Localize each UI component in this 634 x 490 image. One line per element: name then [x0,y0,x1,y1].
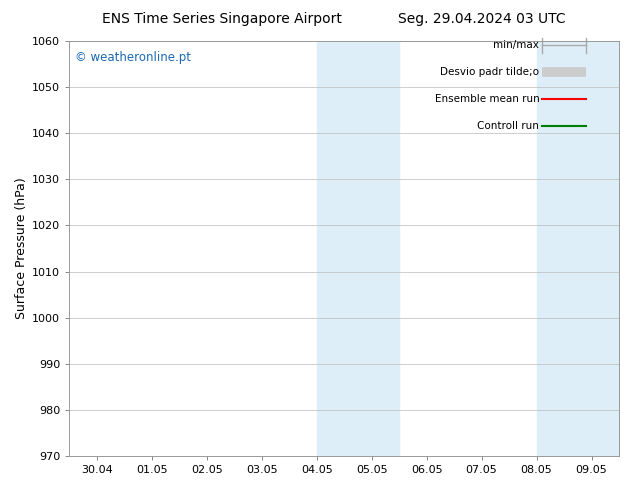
Text: Seg. 29.04.2024 03 UTC: Seg. 29.04.2024 03 UTC [398,12,566,26]
Text: Desvio padr tilde;o: Desvio padr tilde;o [440,67,540,77]
Text: Ensemble mean run: Ensemble mean run [434,94,540,104]
Text: min/max: min/max [493,40,540,50]
Bar [316,41,399,456]
Y-axis label: Surface Pressure (hPa): Surface Pressure (hPa) [15,178,28,319]
Bar [536,41,619,456]
Text: © weatheronline.pt: © weatheronline.pt [75,51,191,64]
Text: ENS Time Series Singapore Airport: ENS Time Series Singapore Airport [102,12,342,26]
Text: Controll run: Controll run [477,121,540,131]
